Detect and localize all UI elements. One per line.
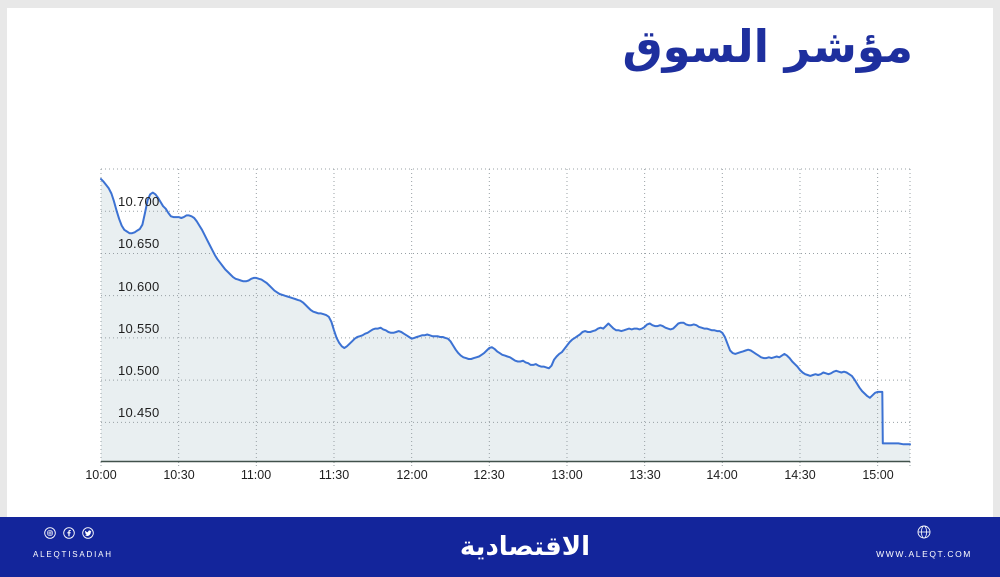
x-tick-label: 10:30 [163,468,195,482]
y-tick-label: 10.600 [118,279,160,294]
x-tick-label: 15:00 [862,468,894,482]
brand-name-latin: ALEQTISADIAH [33,550,113,559]
facebook-icon [63,526,75,544]
y-tick-label: 10.500 [118,363,160,378]
x-tick-label: 12:30 [473,468,505,482]
globe-icon [916,525,932,544]
x-tick-label: 13:30 [629,468,661,482]
footer-bar: ALEQTISADIAH الاقتصادية WWW.ALEQT.COM [0,517,1000,577]
page-title: مؤشر السوق [622,20,913,73]
x-tick-label: 11:00 [240,468,272,482]
y-tick-label: 10.450 [118,405,160,420]
website-url: WWW.ALEQT.COM [876,549,972,559]
y-tick-label: 10.550 [118,321,160,336]
x-tick-label: 11:30 [318,468,350,482]
x-tick-label: 14:00 [706,468,738,482]
footer-social-block: ALEQTISADIAH [33,526,113,559]
content-card: مؤشر السوق 10.700 10.650 10.600 10.550 10.50… [7,8,993,517]
x-tick-label: 10:00 [85,468,117,482]
y-tick-label: 10.650 [118,236,160,251]
social-icons-row [33,526,105,544]
x-axis-labels: 10:00 10:30 11:00 11:30 12:00 12:30 13:00 13:30… [85,468,910,484]
brand-logo-arabic: الاقتصادية [459,532,591,562]
chart-plot-area [100,168,911,467]
y-tick-label: 10.700 [118,194,160,209]
x-tick-label: 14:30 [784,468,816,482]
x-tick-label: 12:00 [396,468,428,482]
instagram-icon [44,526,56,544]
footer-website-block: WWW.ALEQT.COM [876,524,972,559]
market-index-chart: 10.700 10.650 10.600 10.550 10.500 10.450 [100,168,911,467]
x-tick-label: 13:00 [551,468,583,482]
twitter-icon [82,526,94,544]
